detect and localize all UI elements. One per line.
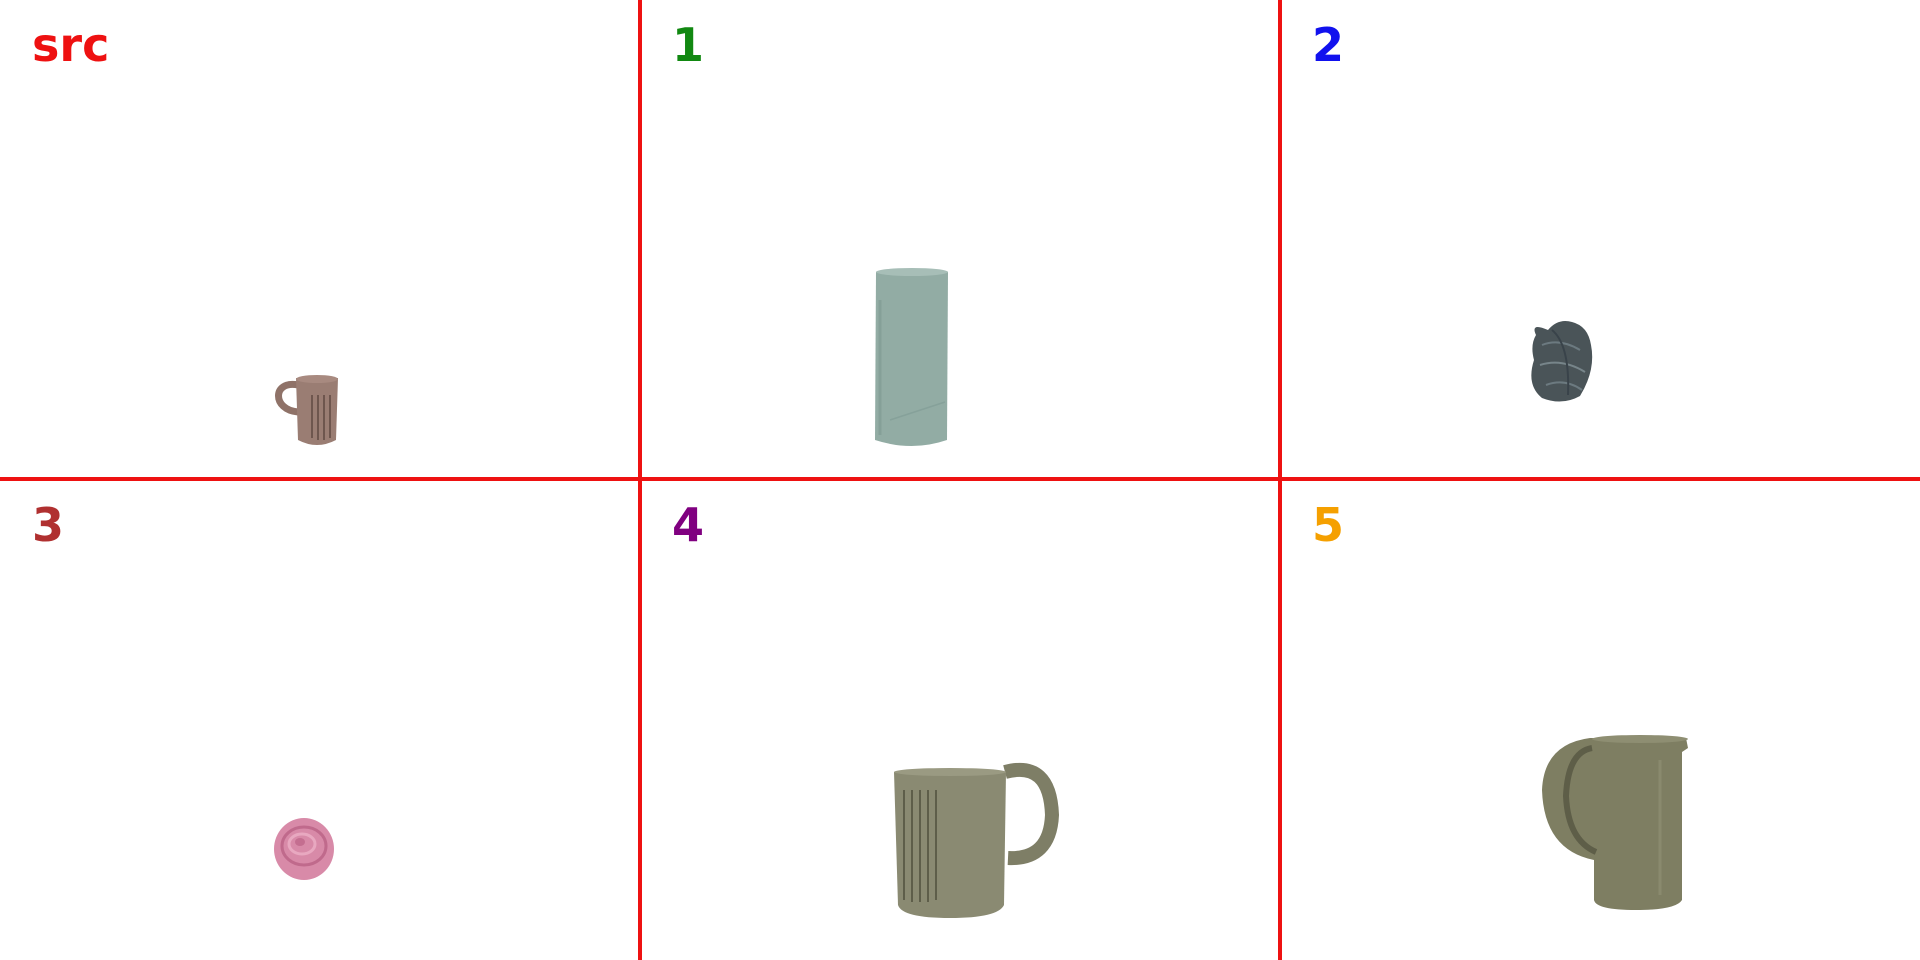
horizontal-divider: [0, 477, 1920, 481]
paper-roll-icon: [875, 268, 948, 446]
panel-1[interactable]: 1: [640, 0, 1280, 480]
panel-4[interactable]: 4: [640, 480, 1280, 960]
panel-label: src: [32, 18, 110, 72]
steel-scrubber-icon: [1531, 321, 1593, 402]
ribbed-mug-icon: [275, 375, 338, 445]
pitcher-mug-icon: [1542, 735, 1688, 910]
panel-label: 1: [672, 18, 705, 72]
panel-src[interactable]: src: [0, 0, 640, 480]
ribbed-mug-icon: [894, 762, 1060, 918]
panel-5[interactable]: 5: [1280, 480, 1920, 960]
panel-label: 2: [1312, 18, 1345, 72]
panel-label: 4: [672, 498, 705, 552]
panel-label: 3: [32, 498, 65, 552]
panel-2[interactable]: 2: [1280, 0, 1920, 480]
pink-sponge-ball-icon: [274, 818, 334, 880]
panel-3[interactable]: 3: [0, 480, 640, 960]
panel-label: 5: [1312, 498, 1345, 552]
